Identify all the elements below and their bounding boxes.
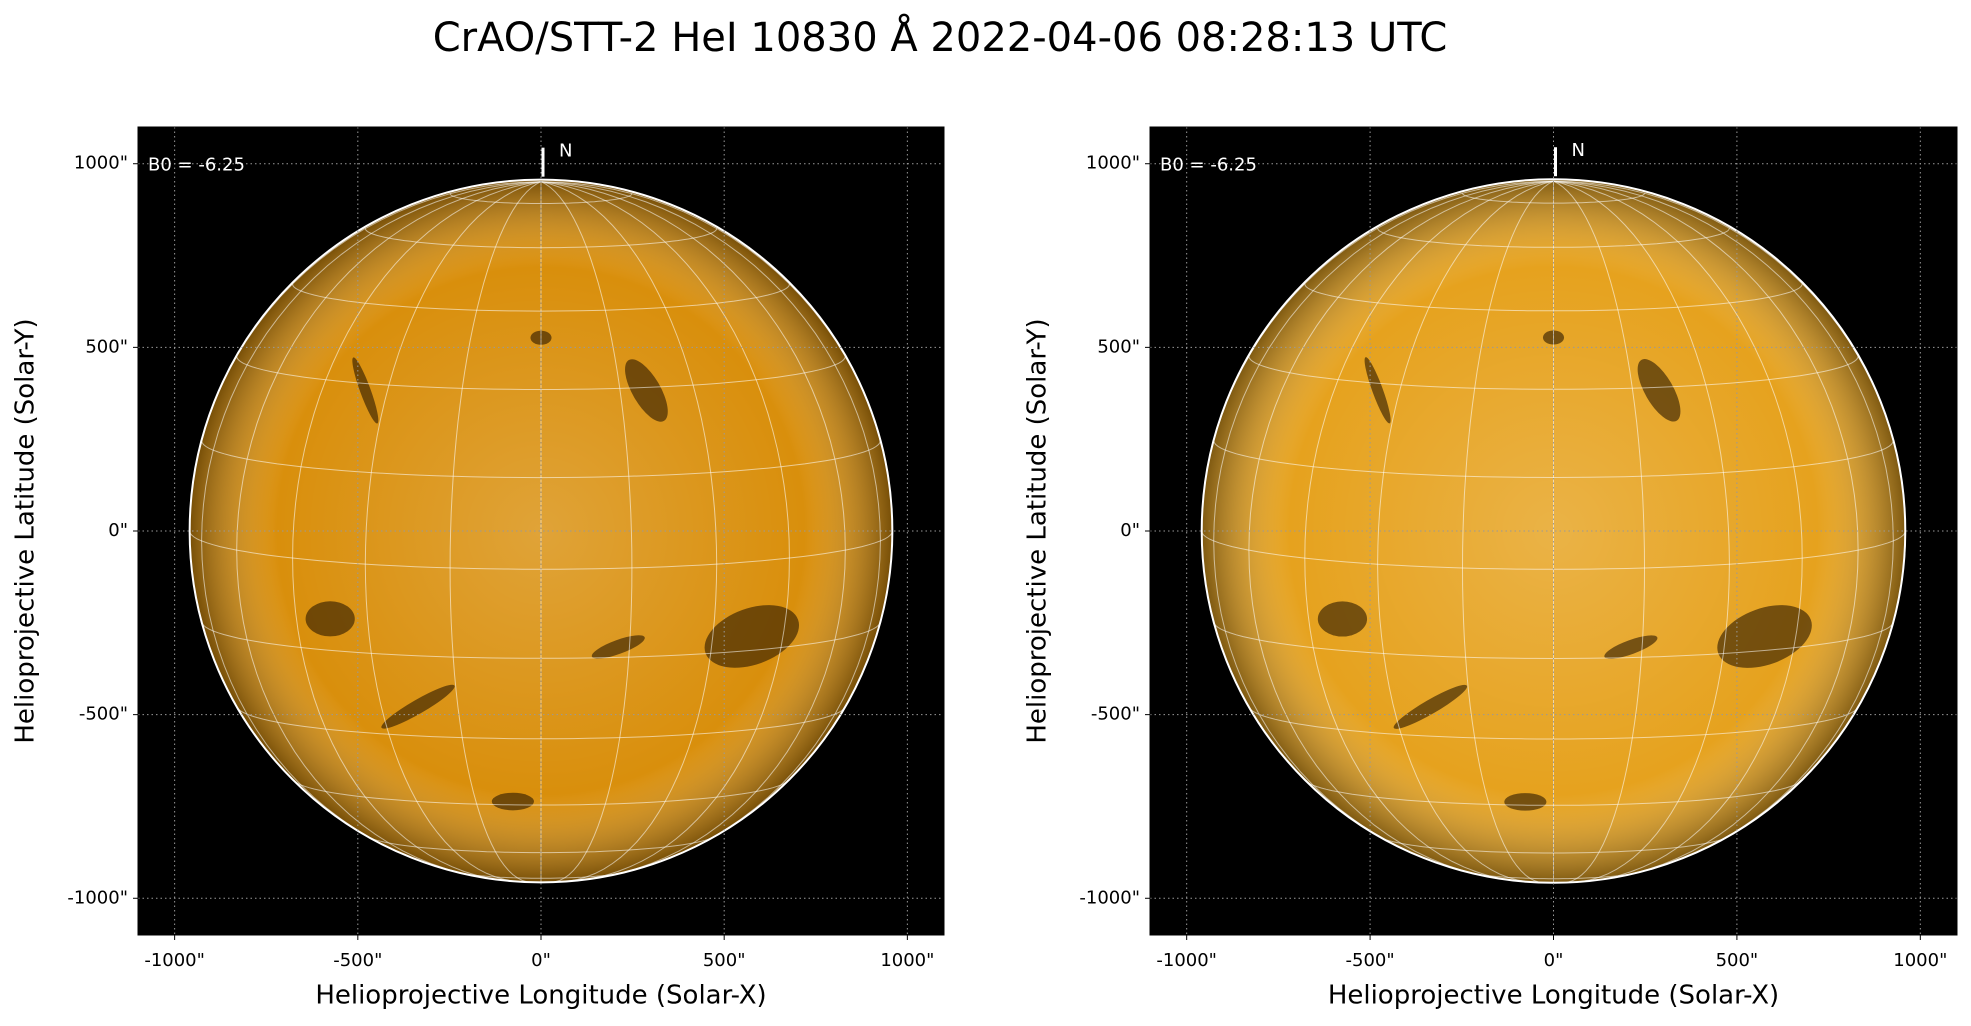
north-label: N [559,141,572,162]
x-tick-label: 500" [1716,950,1759,971]
y-tick-label: 0" [1120,520,1140,541]
x-tick-label: 500" [703,950,746,971]
longitude-line [1553,180,1730,883]
filament [1393,684,1468,729]
panel: -1000" -500" 0" 500" 1000" -1000" -500" 0" 500" 1… [1023,126,1958,1011]
y-tick-label: -500" [79,704,128,725]
y-tick-label: 500" [1097,336,1140,357]
filament [1364,357,1391,424]
filament [1637,359,1681,422]
longitude-line [449,181,542,883]
panel: -1000" -500" 0" 500" 1000" -1000" -500" 0" 500" 1… [11,126,945,1011]
plot-frame [137,126,945,936]
filament [1604,635,1658,659]
x-tick-label: -500" [333,950,382,971]
filament [591,635,645,659]
longitude-line [540,181,881,855]
longitude-line [540,181,790,881]
longitude-line [364,181,542,882]
y-tick-label: 1000" [1086,153,1140,174]
longitude-line [540,181,718,882]
longitude-line [1248,180,1554,875]
longitude-line [1377,180,1554,883]
x-tick-label: -500" [1346,950,1395,971]
filament [1504,793,1547,811]
filament [352,357,379,424]
figure-title: CrAO/STT-2 HeI 10830 Å 2022-04-06 08:28:… [433,13,1448,61]
x-tick-label: 0" [531,950,551,971]
longitude-line [1553,180,1894,855]
longitude-line [540,181,846,874]
x-tick-label: 1000" [1893,950,1947,971]
longitude-line [540,181,633,883]
y-tick-label: -1000" [67,887,128,908]
filament [305,601,355,637]
longitude-line [236,181,542,874]
x-axis-label: Helioprojective Longitude (Solar-X) [1328,981,1779,1011]
x-axis-label: Helioprojective Longitude (Solar-X) [315,981,766,1011]
longitude-line [292,181,542,881]
north-label: N [1572,140,1585,161]
longitude-line [1553,180,1646,883]
filament [491,792,534,811]
longitude-line [1304,180,1554,882]
y-tick-label: 1000" [74,153,128,174]
x-tick-label: -1000" [144,950,205,971]
longitude-line [201,181,542,855]
longitude-line [1553,180,1859,875]
b0-annotation: B0 = -6.25 [148,155,245,176]
y-tick-label: -500" [1091,704,1140,725]
longitude-line [1461,180,1554,883]
y-tick-label: 500" [85,336,128,357]
filament [625,359,668,422]
longitude-line [1553,180,1803,882]
filament [1317,601,1368,637]
y-tick-label: 0" [108,520,128,541]
x-tick-label: 0" [1544,950,1564,971]
longitude-line [1213,180,1554,855]
limb-line [1200,178,1907,884]
plot-frame [1149,126,1958,936]
y-tick-label: -1000" [1079,887,1140,908]
filament [381,684,455,729]
y-axis-label: Helioprojective Latitude (Solar-Y) [1023,318,1053,743]
b0-annotation: B0 = -6.25 [1160,155,1257,176]
x-tick-label: -1000" [1156,950,1217,971]
y-axis-label: Helioprojective Latitude (Solar-Y) [11,318,41,743]
limb-line [188,178,894,884]
x-tick-label: 1000" [880,950,934,971]
